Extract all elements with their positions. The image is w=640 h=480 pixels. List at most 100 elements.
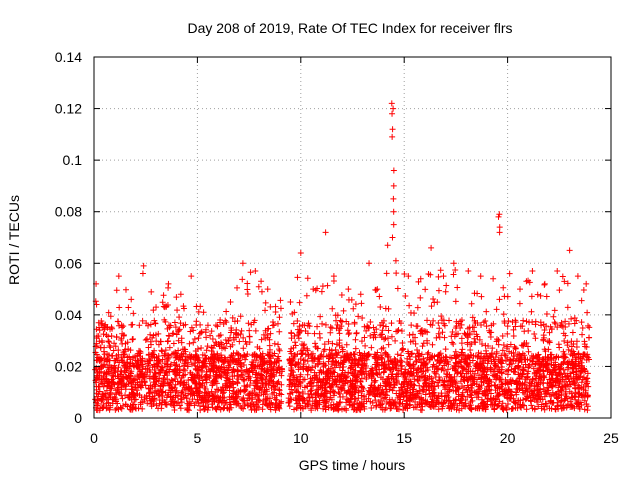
data-point	[127, 347, 134, 354]
data-point	[214, 403, 221, 410]
data-point	[504, 401, 511, 408]
data-point	[295, 360, 302, 367]
data-point	[300, 395, 307, 402]
data-point	[518, 404, 525, 411]
data-point	[126, 394, 133, 401]
data-point	[390, 221, 397, 228]
data-point	[195, 357, 202, 364]
data-point	[406, 362, 413, 369]
data-point	[253, 369, 260, 376]
data-point	[345, 369, 352, 376]
data-point	[221, 356, 228, 363]
data-point	[559, 374, 566, 381]
data-point	[326, 346, 333, 353]
x-tick-label: 0	[90, 430, 98, 446]
data-point	[245, 320, 252, 327]
data-point	[193, 390, 200, 397]
data-point	[306, 398, 313, 405]
data-point	[297, 404, 304, 411]
data-point	[388, 333, 395, 340]
data-point	[101, 324, 108, 331]
data-point	[122, 286, 129, 293]
data-point	[478, 382, 485, 389]
data-point	[251, 317, 258, 324]
data-point	[456, 351, 463, 358]
data-point	[299, 388, 306, 395]
data-point	[339, 346, 346, 353]
data-point	[489, 345, 496, 352]
data-point	[365, 324, 372, 331]
data-point	[291, 406, 298, 413]
data-point	[209, 336, 216, 343]
data-point	[390, 384, 397, 391]
data-point	[262, 391, 269, 398]
data-point	[338, 375, 345, 382]
data-point	[306, 394, 313, 401]
data-point	[581, 393, 588, 400]
data-point	[186, 351, 193, 358]
data-point	[555, 341, 562, 348]
data-point	[106, 357, 113, 364]
data-point	[287, 358, 294, 365]
data-point	[552, 406, 559, 413]
data-point	[531, 330, 538, 337]
data-point	[178, 374, 185, 381]
data-point	[491, 360, 498, 367]
data-point	[194, 396, 201, 403]
data-point	[417, 294, 424, 301]
data-point	[98, 355, 105, 362]
data-point	[496, 224, 503, 231]
data-point	[249, 389, 256, 396]
data-point	[297, 355, 304, 362]
data-point	[246, 373, 253, 380]
data-point	[240, 397, 247, 404]
data-point	[288, 386, 295, 393]
data-point	[498, 404, 505, 411]
data-point	[564, 366, 571, 373]
data-point	[529, 376, 536, 383]
data-point	[317, 334, 324, 341]
data-point	[304, 275, 311, 282]
data-point	[465, 363, 472, 370]
data-point	[579, 367, 586, 374]
data-point	[576, 405, 583, 412]
data-point	[407, 338, 414, 345]
data-points	[92, 100, 593, 414]
data-point	[311, 356, 318, 363]
data-point	[446, 317, 453, 324]
data-point	[376, 366, 383, 373]
data-point	[343, 395, 350, 402]
x-axis-label: GPS time / hours	[299, 457, 406, 473]
data-point	[541, 327, 548, 334]
data-point	[428, 382, 435, 389]
data-point	[190, 377, 197, 384]
y-tick-label: 0.04	[55, 307, 82, 323]
data-point	[451, 333, 458, 340]
data-point	[223, 308, 230, 315]
data-point	[564, 360, 571, 367]
data-point	[291, 353, 298, 360]
data-point	[99, 339, 106, 346]
data-point	[407, 382, 414, 389]
data-point	[227, 401, 234, 408]
data-point	[329, 325, 336, 332]
data-point	[177, 405, 184, 412]
data-point	[515, 371, 522, 378]
data-point	[345, 321, 352, 328]
data-point	[511, 365, 518, 372]
data-point	[207, 368, 214, 375]
data-point	[191, 360, 198, 367]
data-point	[576, 390, 583, 397]
data-point	[220, 344, 227, 351]
data-point	[472, 352, 479, 359]
data-point	[179, 387, 186, 394]
data-point	[376, 293, 383, 300]
y-tick-label: 0.08	[55, 204, 82, 220]
data-point	[133, 387, 140, 394]
data-point	[344, 353, 351, 360]
data-point	[295, 366, 302, 373]
data-point	[556, 371, 563, 378]
data-point	[458, 317, 465, 324]
data-point	[181, 384, 188, 391]
